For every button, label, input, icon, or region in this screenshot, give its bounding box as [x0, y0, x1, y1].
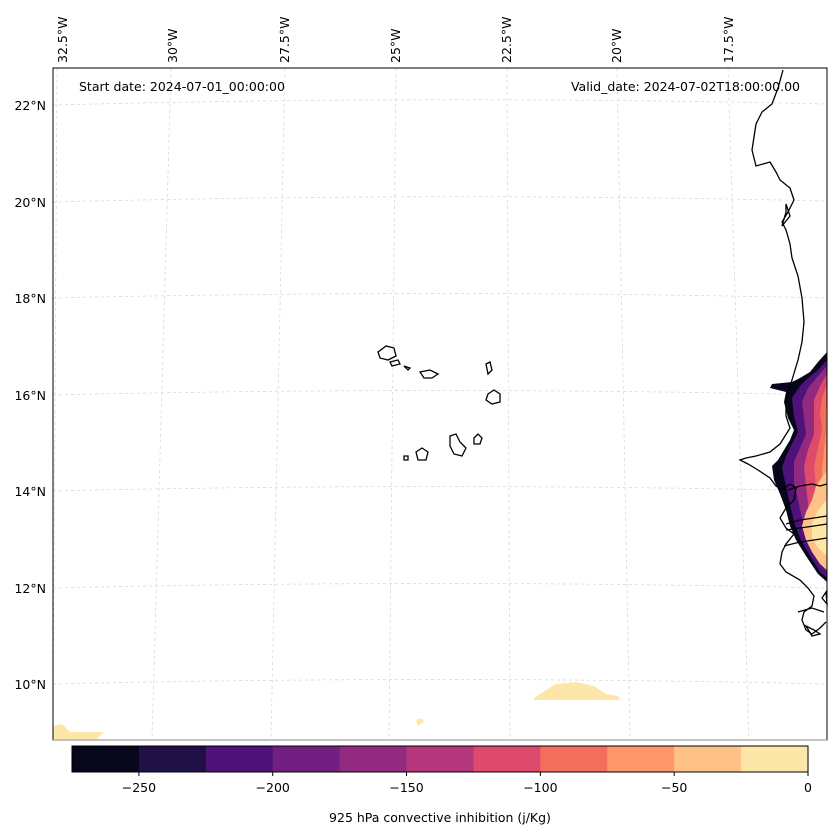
lon-label: 17.5°W	[721, 17, 736, 63]
colorbar-ticks: −250 −200 −150 −100 −50 0	[122, 772, 812, 795]
colorbar-segment	[272, 746, 341, 772]
meridian-line	[52, 67, 58, 741]
meridian-line	[151, 67, 172, 741]
meridian-line	[506, 67, 511, 741]
colorbar-tick-label: −50	[661, 780, 687, 795]
island-santiago	[449, 433, 467, 457]
island-sao-nicolau	[418, 369, 440, 379]
border-line	[787, 483, 828, 491]
colorbar-segment	[339, 746, 408, 772]
parallel-line	[52, 679, 828, 685]
colorbar-label: 925 hPa convective inhibition (j/Kg)	[329, 810, 551, 825]
cin-patch-south	[534, 682, 620, 700]
coastlines	[377, 69, 828, 637]
lat-label: 20°N	[14, 195, 46, 210]
cin-band-0	[812, 500, 827, 556]
colorbar-segments	[72, 746, 809, 772]
island-sal	[485, 361, 493, 376]
colorbar-tick-label: −100	[523, 780, 557, 795]
parallel-line	[52, 99, 828, 106]
parallel-line	[52, 390, 828, 396]
colorbar-segment	[473, 746, 541, 772]
gambia-border-north	[785, 515, 828, 525]
colorbar-segment	[138, 746, 207, 772]
colorbar-segment	[674, 746, 742, 772]
island-sao-vicente	[389, 359, 401, 367]
island-maio	[473, 433, 483, 445]
parallel-line	[52, 486, 828, 492]
longitude-labels: 32.5°W 30°W 27.5°W 25°W 22.5°W 20°W 17.5…	[55, 17, 736, 63]
start-date-label: Start date: 2024-07-01_00:00:00	[79, 79, 285, 94]
border-line-2	[783, 537, 828, 547]
coast-inlet	[781, 203, 791, 227]
meridian-line	[727, 67, 750, 741]
colorbar: −250 −200 −150 −100 −50 0 925 hPa convective …	[71, 745, 812, 825]
lon-label: 32.5°W	[55, 17, 70, 63]
lat-label: 16°N	[14, 388, 46, 403]
colorbar-segment	[205, 746, 274, 772]
colorbar-segment	[540, 746, 608, 772]
colorbar-segment	[607, 746, 675, 772]
cin-patch-southwest	[53, 724, 104, 740]
colorbar-segment	[72, 746, 140, 772]
meridian-line	[616, 67, 631, 741]
lat-label: 12°N	[14, 581, 46, 596]
lon-label: 30°W	[165, 28, 180, 63]
lat-label: 18°N	[14, 291, 46, 306]
graticule	[52, 67, 828, 741]
colorbar-tick-label: 0	[804, 780, 812, 795]
colorbar-tick-label: −150	[389, 780, 423, 795]
map-background	[53, 68, 827, 740]
parallel-line	[52, 293, 828, 299]
cin-field	[53, 352, 827, 740]
lon-label: 20°W	[609, 28, 624, 63]
coast-islands	[797, 607, 825, 613]
parallel-line	[52, 583, 828, 589]
meridian-line	[270, 67, 286, 741]
lat-label: 14°N	[14, 484, 46, 499]
african-coastline	[738, 69, 827, 635]
lat-label: 10°N	[14, 677, 46, 692]
colorbar-tick-label: −200	[256, 780, 290, 795]
island-fogo	[415, 447, 429, 461]
island-brava	[403, 455, 409, 461]
colorbar-segment	[406, 746, 474, 772]
meridian-line	[388, 67, 397, 741]
lon-label: 22.5°W	[499, 17, 514, 63]
colorbar-tick-label: −250	[122, 780, 156, 795]
bijagos-island	[804, 624, 822, 637]
island-boa-vista	[485, 389, 501, 405]
colorbar-frame	[71, 745, 809, 773]
colorbar-segment	[741, 746, 809, 772]
lat-label: 22°N	[14, 98, 46, 113]
parallel-line	[52, 196, 828, 203]
valid-date-label: Valid_date: 2024-07-02T18:00:00.00	[571, 79, 800, 94]
lon-label: 25°W	[388, 28, 403, 63]
island-santa-luzia	[403, 365, 412, 371]
island-santo-antao	[377, 345, 397, 361]
cin-patch-small	[416, 718, 424, 726]
latitude-labels: 22°N 20°N 18°N 16°N 14°N 12°N 10°N	[14, 98, 46, 692]
lon-label: 27.5°W	[277, 17, 292, 63]
gambia-border-south	[785, 523, 828, 531]
